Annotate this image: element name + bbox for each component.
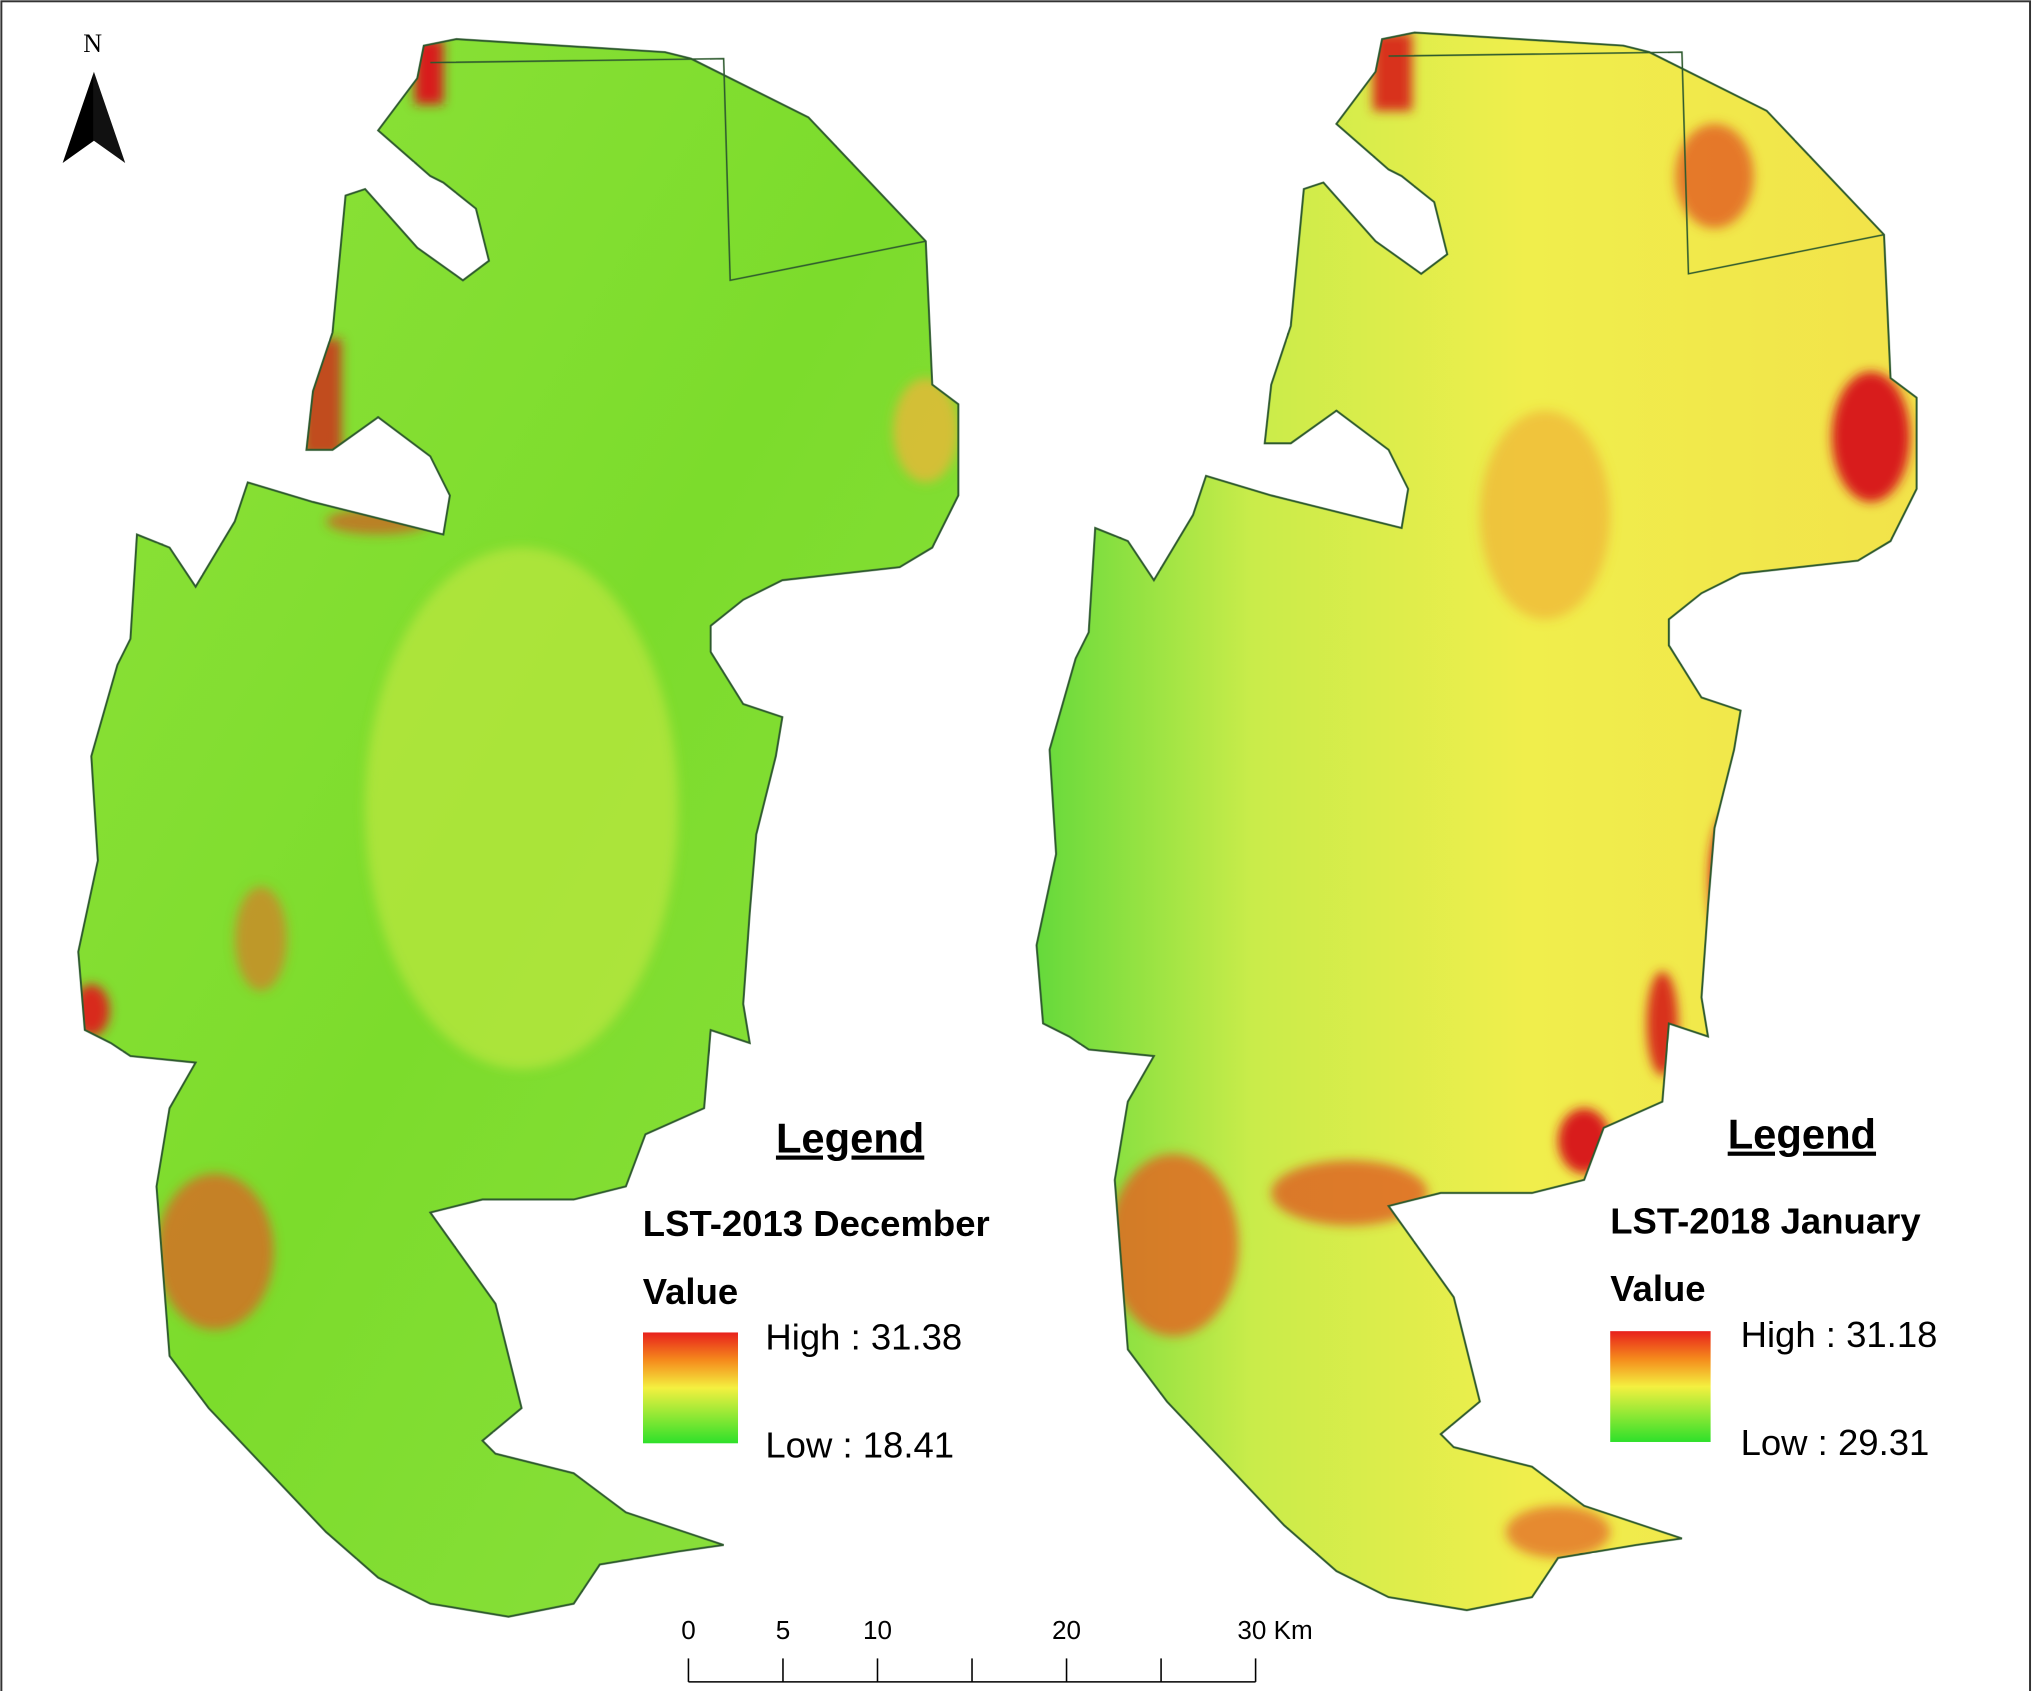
legend-field: Value [1610,1268,1705,1309]
scale-label: 5 [776,1615,791,1645]
scale-bar: 0 5 10 20 30 Km [681,1615,1313,1683]
legend-title: Legend [1728,1111,1876,1158]
lst-map-2013 [77,38,960,1618]
legend-2013: Legend LST-2013 December Value High : 31… [642,1115,990,1466]
arrow-right [93,71,126,163]
legend-high: High : 31.38 [765,1316,962,1357]
legend-high: High : 31.18 [1741,1314,1938,1355]
legend-low: Low : 29.31 [1741,1422,1930,1463]
legend-field: Value [643,1271,738,1312]
north-arrow: N [62,29,126,163]
color-ramp [1610,1331,1711,1442]
scale-label: 0 [681,1615,696,1645]
scale-label: 30 Km [1237,1615,1312,1645]
inner-boundaries [430,57,926,282]
scale-label: 10 [863,1615,892,1645]
legend-layer: LST-2018 January [1610,1200,1921,1241]
north-label: N [83,29,102,58]
color-ramp [642,1332,738,1444]
arrow-left [62,71,94,163]
legend-low: Low : 18.41 [765,1425,954,1466]
scale-label: 20 [1052,1615,1081,1645]
legend-2018: Legend LST-2018 January Value High : 31.… [1610,1111,1937,1463]
inner-boundaries [1388,51,1885,275]
legend-layer: LST-2013 December [643,1203,990,1244]
lst-map-2018 [1035,31,1918,1612]
legend-title: Legend [776,1115,924,1162]
map-surface [1036,32,1917,1611]
